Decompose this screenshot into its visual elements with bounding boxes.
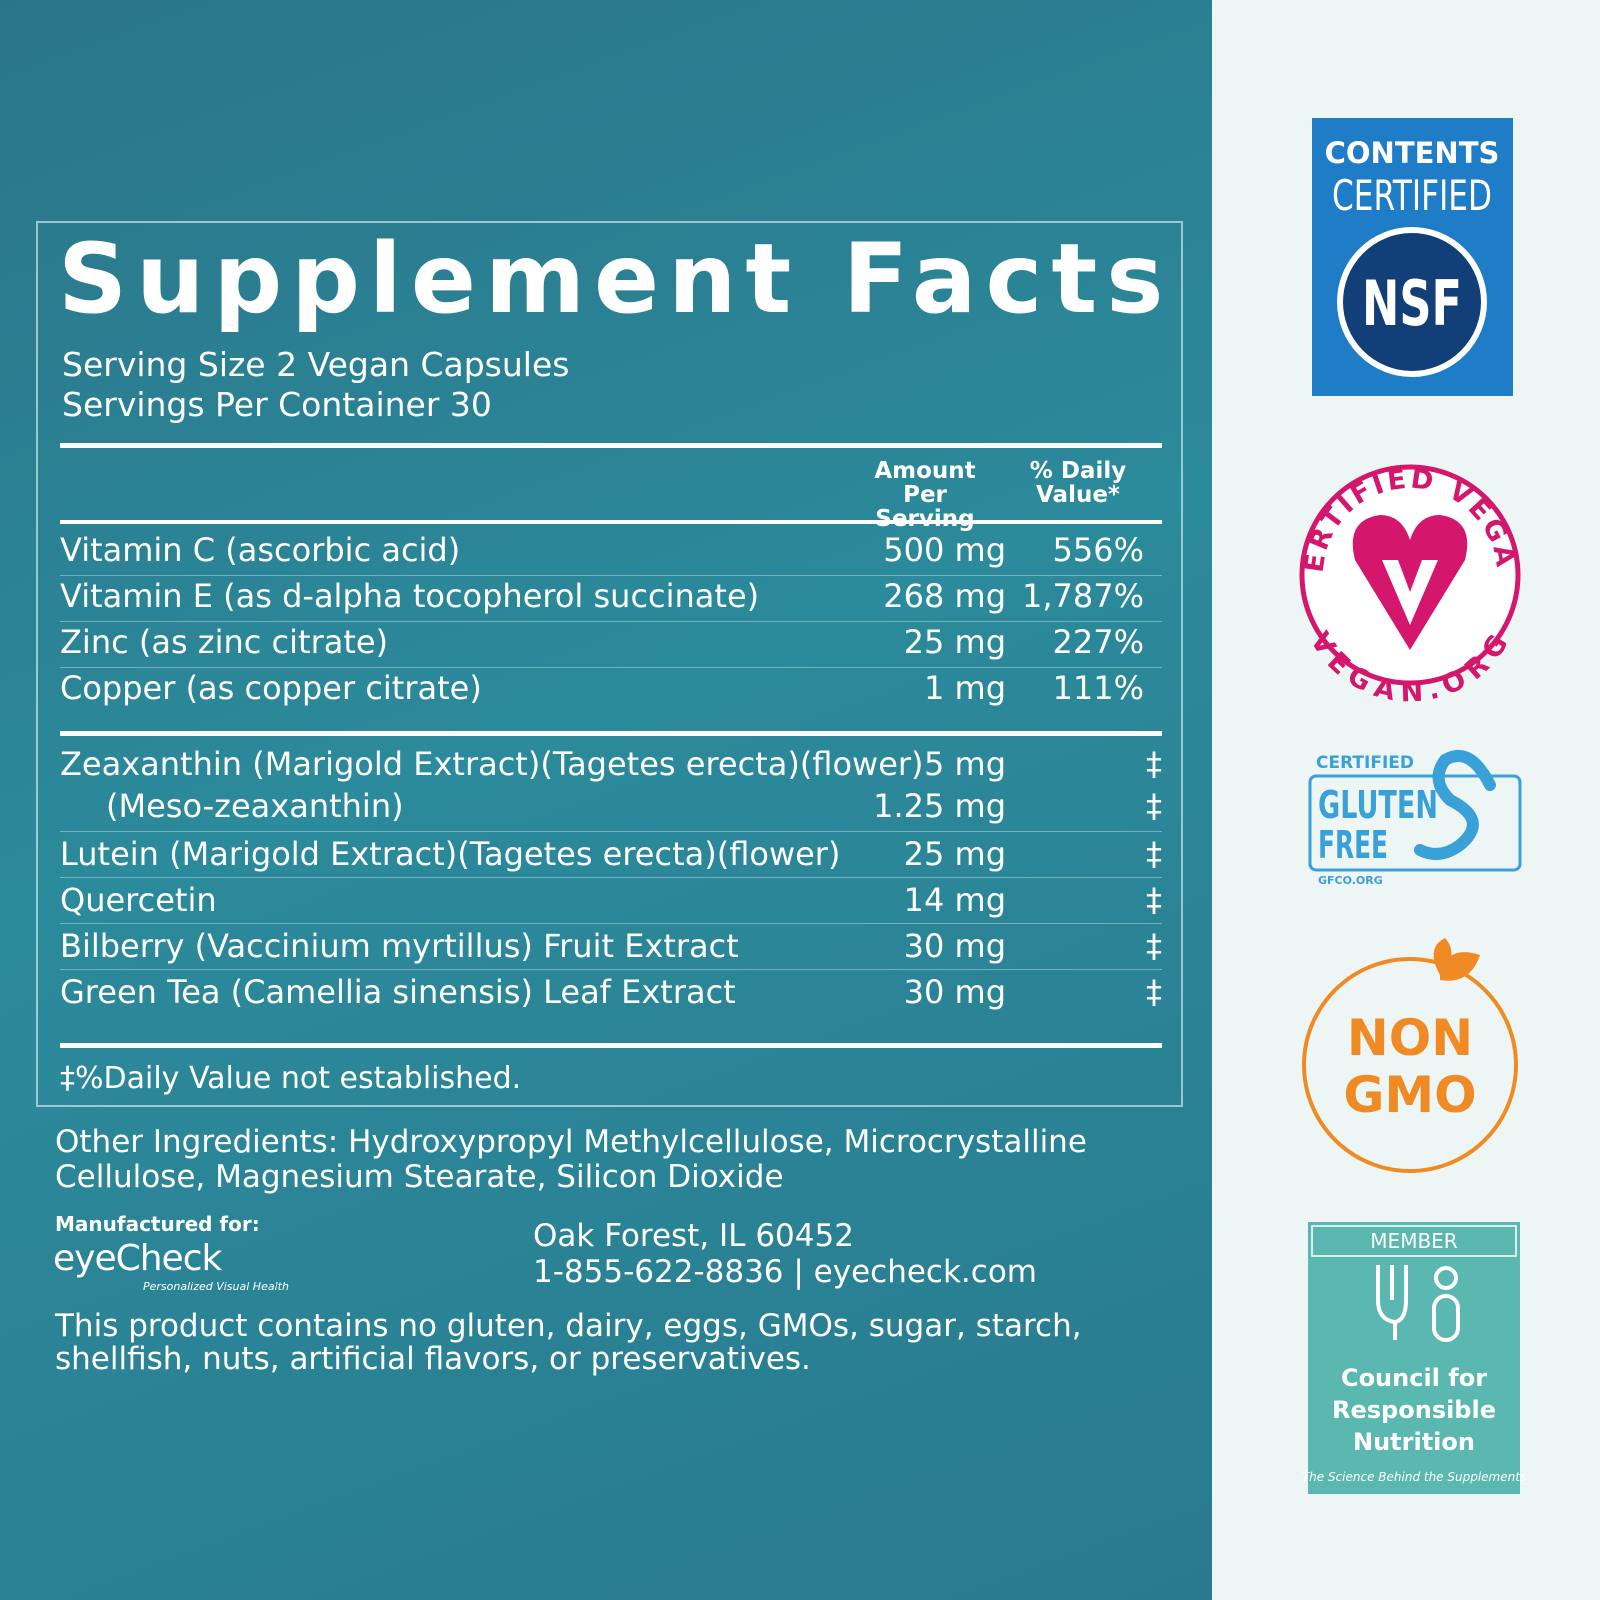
- crn-band: [1311, 1225, 1517, 1257]
- amount: 500 mg: [883, 531, 1006, 569]
- other-ingredients: Other Ingredients: Hydroxypropyl Methylc…: [55, 1124, 1087, 1160]
- rule: [60, 443, 1162, 448]
- gluten-text: GFCO.ORG: [1318, 874, 1383, 887]
- row-divider: [60, 923, 1162, 924]
- vegan-heart: [1352, 515, 1468, 650]
- other-ingredients: Cellulose, Magnesium Stearate, Silicon D…: [55, 1159, 784, 1195]
- amount: 1.25 mg: [873, 787, 1006, 825]
- amount: 268 mg: [883, 577, 1006, 615]
- ingredient-name: Copper (as copper citrate): [60, 669, 482, 707]
- daily-value: ‡: [1146, 973, 1162, 1011]
- nsf-text: CONTENTS: [1325, 136, 1500, 170]
- row-divider: [60, 877, 1162, 878]
- row-divider: [60, 621, 1162, 622]
- disclaimer: shellfish, nuts, artificial flavors, or …: [55, 1341, 811, 1377]
- ingredient-name: Lutein (Marigold Extract)(Tagetes erecta…: [60, 835, 841, 873]
- daily-value: ‡: [1146, 881, 1162, 919]
- amount: 25 mg: [903, 835, 1006, 873]
- daily-value: ‡: [1146, 745, 1162, 783]
- amount: 25 mg: [903, 623, 1006, 661]
- daily-value: 111%: [1052, 669, 1144, 707]
- manufactured-for: Manufactured for:: [55, 1212, 260, 1236]
- disclaimer: This product contains no gluten, dairy, …: [55, 1308, 1082, 1344]
- ingredient-name: Zeaxanthin (Marigold Extract)(Tagetes er…: [60, 745, 924, 783]
- amount: 14 mg: [903, 881, 1006, 919]
- ingredient-name: Bilberry (Vaccinium myrtillus) Fruit Ext…: [60, 927, 739, 965]
- daily-value: 556%: [1052, 531, 1144, 569]
- servings-per-container: Servings Per Container 30: [62, 385, 492, 424]
- gmo-text: GMO: [1343, 1066, 1476, 1124]
- gmo-text: NON: [1347, 1009, 1473, 1067]
- vegan-v: [1382, 560, 1438, 625]
- amount-header: Amount Per Serving: [874, 458, 976, 532]
- ingredient-name: Zinc (as zinc citrate): [60, 623, 389, 661]
- brand-logo: eyeCheck: [53, 1238, 222, 1279]
- ingredient-name: Green Tea (Camellia sinensis) Leaf Extra…: [60, 973, 736, 1011]
- brand-tagline: Personalized Visual Health: [143, 1280, 289, 1293]
- ingredient-name: (Meso-zeaxanthin): [106, 787, 404, 825]
- gluten-text: FREE: [1318, 823, 1388, 867]
- gmo-leaf: [1433, 938, 1480, 981]
- rule: [60, 1043, 1162, 1048]
- crn-text: The Science Behind the Supplements: [1302, 1470, 1526, 1484]
- crn-text: Nutrition: [1353, 1428, 1475, 1456]
- nsf-mark: NSF: [1362, 267, 1462, 340]
- facts-box: Supplement Facts Serving Size 2 Vegan Ca…: [36, 221, 1183, 1107]
- crn-text: Responsible: [1332, 1396, 1496, 1424]
- footnote: ‡%Daily Value not established.: [60, 1061, 522, 1096]
- row-divider: [60, 969, 1162, 970]
- row-divider: [60, 667, 1162, 668]
- ingredient-name: Quercetin: [60, 881, 217, 919]
- crn-spoon: [1434, 1266, 1458, 1290]
- crn-fork: [1376, 1265, 1408, 1340]
- daily-value: 1,787%: [1021, 577, 1144, 615]
- rule: [60, 731, 1162, 736]
- gluten-text: GLUTEN: [1318, 783, 1438, 827]
- row-divider: [60, 575, 1162, 576]
- gluten-frame: [1308, 774, 1522, 872]
- daily-value: ‡: [1146, 835, 1162, 873]
- gluten-g: [1414, 750, 1496, 860]
- ingredient-name: Vitamin C (ascorbic acid): [60, 531, 461, 569]
- nsf-text: CERTIFIED: [1332, 171, 1492, 220]
- crn-badge: [1308, 1222, 1520, 1494]
- gmo-seal: [1302, 957, 1518, 1173]
- serving-size: Serving Size 2 Vegan Capsules: [62, 345, 570, 384]
- daily-value: 227%: [1052, 623, 1144, 661]
- crn-text: MEMBER: [1370, 1229, 1458, 1253]
- daily-value: ‡: [1146, 927, 1162, 965]
- crn-text: Council for: [1341, 1364, 1487, 1392]
- amount: 30 mg: [903, 973, 1006, 1011]
- row-divider: [60, 831, 1162, 832]
- ingredient-name: Vitamin E (as d-alpha tocopherol succina…: [60, 577, 760, 615]
- label-panel: Supplement Facts Serving Size 2 Vegan Ca…: [0, 0, 1212, 1600]
- contact: 1-855-622-8836 | eyecheck.com: [533, 1254, 1037, 1290]
- badges: CONTENTS CERTIFIED NSF CERTIFIED VEGAN V…: [1212, 0, 1526, 1494]
- rule: [60, 520, 1162, 524]
- amount: 5 mg: [923, 745, 1006, 783]
- facts-title: Supplement Facts: [58, 223, 1173, 335]
- gluten-text: CERTIFIED: [1316, 753, 1414, 773]
- badge-panel: CONTENTS CERTIFIED NSF CERTIFIED VEGAN V…: [1212, 0, 1600, 1600]
- dv-header: % Daily Value*: [1029, 458, 1127, 508]
- amount: 1 mg: [923, 669, 1006, 707]
- amount: 30 mg: [903, 927, 1006, 965]
- address: Oak Forest, IL 60452: [533, 1218, 854, 1254]
- crn-spoon: [1432, 1294, 1460, 1342]
- nsf-seal: [1337, 227, 1487, 377]
- daily-value: ‡: [1146, 787, 1162, 825]
